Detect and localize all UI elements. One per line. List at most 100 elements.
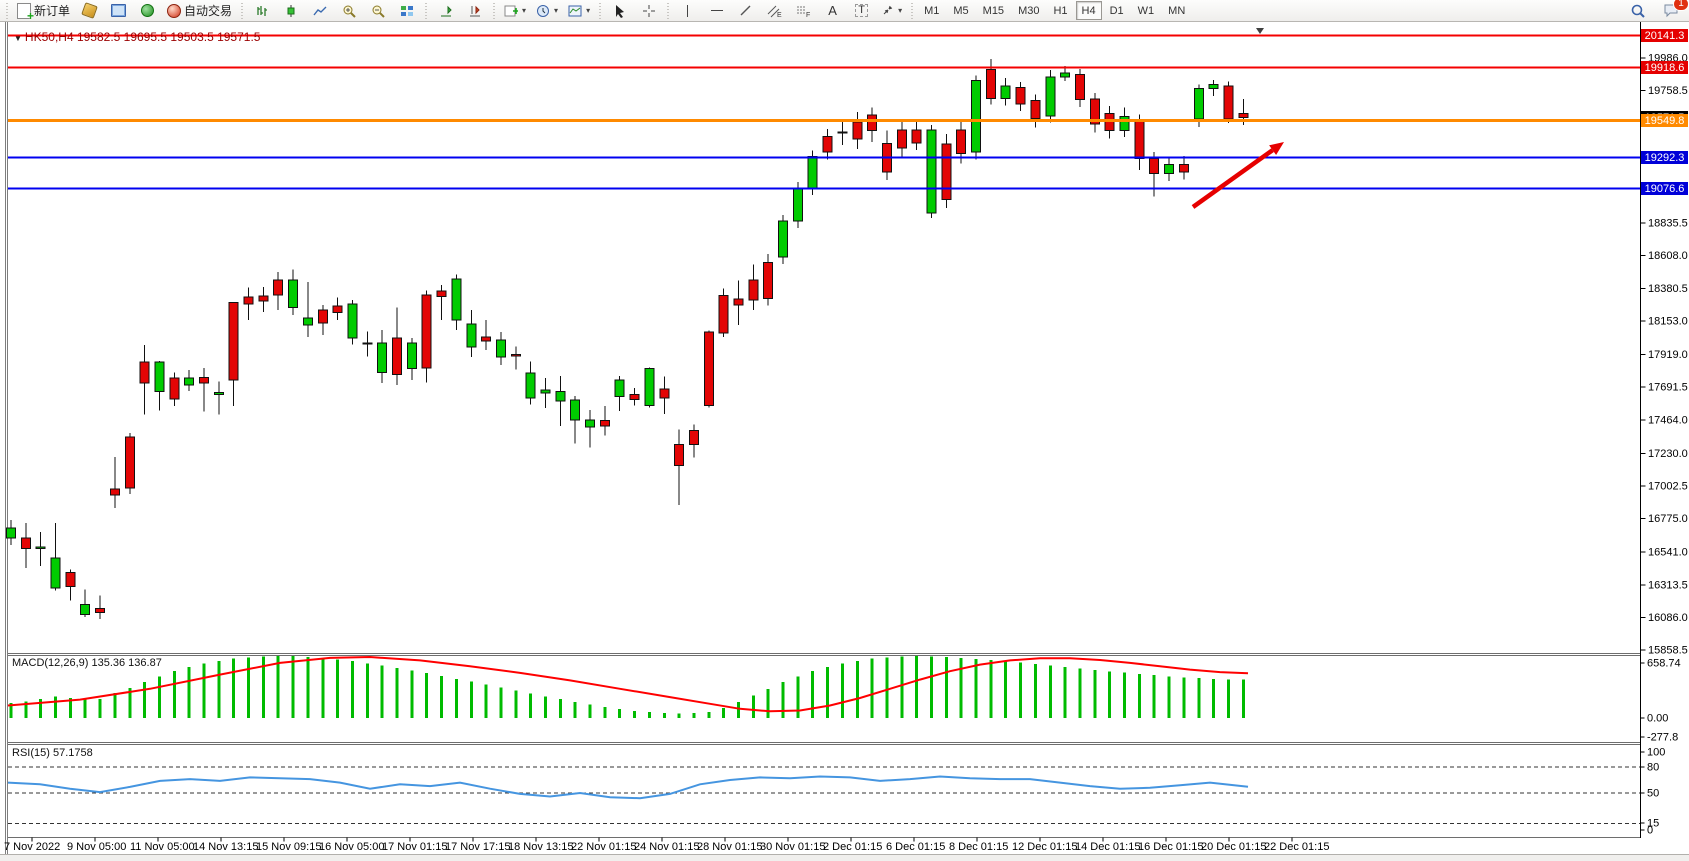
svg-text:18608.0: 18608.0 — [1648, 250, 1688, 262]
chevron-down-icon: ▾ — [554, 6, 559, 15]
new-order-icon — [17, 2, 34, 23]
status-strip — [0, 854, 1689, 861]
timeframe-h4[interactable]: H4 — [1075, 1, 1102, 21]
chevron-down-icon: ▾ — [586, 6, 591, 15]
text-label-button[interactable]: T — [848, 0, 875, 21]
equidistant-channel-button[interactable]: E — [761, 0, 788, 21]
toolbar: 新订单 自动交易 — [0, 0, 1689, 23]
zoom-out-button[interactable] — [364, 0, 391, 21]
auto-scroll-icon — [440, 5, 452, 16]
svg-text:17919.0: 17919.0 — [1648, 349, 1688, 361]
chart-canvas[interactable]: 19986.019758.519531.018835.518608.018380… — [0, 22, 1689, 861]
data-window-button[interactable] — [105, 0, 132, 21]
add-indicator-button[interactable]: ▾ — [500, 0, 530, 21]
svg-text:F: F — [806, 12, 810, 18]
zoom-in-button[interactable] — [335, 0, 362, 21]
line-chart-button[interactable] — [306, 0, 333, 21]
fibonacci-button[interactable]: F — [790, 0, 817, 21]
timeframe-m1[interactable]: M1 — [924, 4, 940, 17]
svg-text:0.00: 0.00 — [1647, 713, 1668, 725]
zoom-in-icon — [343, 5, 356, 18]
toolbar-grip[interactable] — [909, 2, 916, 19]
chart-shift-button[interactable] — [461, 0, 488, 21]
svg-text:16086.0: 16086.0 — [1648, 612, 1688, 624]
signals-button[interactable] — [134, 0, 161, 21]
template-icon — [568, 5, 582, 16]
data-window-icon — [111, 4, 127, 17]
text-icon: A — [828, 3, 837, 18]
timeframe-w1[interactable]: W1 — [1137, 4, 1155, 17]
auto-scroll-button[interactable] — [432, 0, 459, 21]
text-button[interactable]: A — [819, 0, 846, 21]
date-tick-label: 17 Nov 01:15 — [382, 841, 447, 853]
date-tick-label: 15 Nov 09:15 — [256, 841, 321, 853]
macd-indicator-label: MACD(12,26,9) 135.36 136.87 — [12, 657, 162, 669]
cursor-button[interactable] — [606, 0, 633, 21]
candlestick-icon — [287, 4, 295, 17]
date-tick-label: 16 Nov 05:00 — [319, 841, 384, 853]
bar-chart-button[interactable] — [248, 0, 275, 21]
notifications-button[interactable]: 1 — [1657, 0, 1689, 21]
bar-chart-icon — [256, 5, 267, 16]
svg-text:18380.5: 18380.5 — [1648, 283, 1688, 295]
periods-clock-icon — [537, 4, 550, 17]
svg-text:17230.0: 17230.0 — [1648, 448, 1688, 460]
chevron-down-icon: ▾ — [522, 6, 527, 15]
timeframe-m15[interactable]: M15 — [982, 4, 1005, 17]
rsi-indicator-label: RSI(15) 57.1758 — [12, 747, 93, 759]
search-icon — [1631, 4, 1645, 18]
svg-text:80: 80 — [1647, 762, 1659, 774]
chart-shift-icon — [469, 5, 480, 16]
date-tick-label: 11 Nov 05:00 — [130, 841, 195, 853]
svg-text:16313.5: 16313.5 — [1648, 579, 1688, 591]
svg-text:0: 0 — [1647, 825, 1653, 837]
tile-windows-button[interactable] — [393, 0, 420, 21]
horizontal-line-button[interactable] — [703, 0, 730, 21]
svg-text:17691.5: 17691.5 — [1648, 382, 1688, 394]
timeframe-m5[interactable]: M5 — [953, 4, 969, 17]
autotrade-icon — [167, 3, 182, 18]
toolbar-grip[interactable] — [4, 2, 10, 19]
date-tick-label: 2 Dec 01:15 — [823, 841, 882, 853]
svg-text:19758.5: 19758.5 — [1648, 85, 1688, 97]
price-badge: 20141.3 — [1645, 30, 1685, 42]
shapes-button[interactable]: ▾ — [877, 0, 906, 21]
svg-text:15858.5: 15858.5 — [1648, 645, 1688, 657]
cursor-icon — [615, 4, 624, 18]
crosshair-icon — [642, 4, 655, 17]
collapse-triangle-icon: ▼ — [14, 34, 22, 43]
template-button[interactable]: ▾ — [564, 0, 594, 21]
svg-text:17464.0: 17464.0 — [1648, 414, 1688, 426]
market-watch-button[interactable] — [76, 0, 103, 21]
toolbar-grip[interactable] — [239, 2, 246, 19]
chart-window: 19986.019758.519531.018835.518608.018380… — [0, 22, 1689, 861]
search-button[interactable] — [1624, 0, 1651, 21]
autotrade-button[interactable]: 自动交易 — [163, 0, 236, 21]
fibonacci-icon: F — [797, 6, 810, 18]
date-tick-label: 20 Dec 01:15 — [1201, 841, 1266, 853]
date-tick-label: 18 Nov 13:15 — [508, 841, 573, 853]
toolbar-grip[interactable] — [597, 2, 604, 19]
timeframe-m30[interactable]: M30 — [1018, 4, 1040, 17]
timeframe-mn[interactable]: MN — [1168, 4, 1186, 17]
vertical-line-icon — [687, 4, 689, 17]
timeframe-d1[interactable]: D1 — [1109, 4, 1124, 17]
text-label-icon: T — [855, 4, 868, 17]
toolbar-grip[interactable] — [665, 2, 672, 19]
svg-text:16541.0: 16541.0 — [1648, 547, 1688, 559]
crosshair-button[interactable] — [635, 0, 662, 21]
equidistant-channel-icon: E — [767, 5, 782, 18]
periods-button[interactable]: ▾ — [532, 0, 562, 21]
new-order-button[interactable]: 新订单 — [13, 0, 74, 23]
vertical-line-button[interactable] — [674, 0, 701, 21]
date-tick-label: 22 Dec 01:15 — [1264, 841, 1329, 853]
date-tick-label: 8 Dec 01:15 — [949, 841, 1008, 853]
trendline-icon — [740, 5, 751, 16]
toolbar-grip[interactable] — [491, 2, 498, 19]
date-tick-label: 30 Nov 01:15 — [760, 841, 825, 853]
trendline-button[interactable] — [732, 0, 759, 21]
timeframe-h1[interactable]: H1 — [1053, 4, 1068, 17]
toolbar-grip[interactable] — [423, 2, 430, 19]
line-chart-icon — [312, 6, 327, 15]
candlestick-button[interactable] — [277, 0, 304, 21]
